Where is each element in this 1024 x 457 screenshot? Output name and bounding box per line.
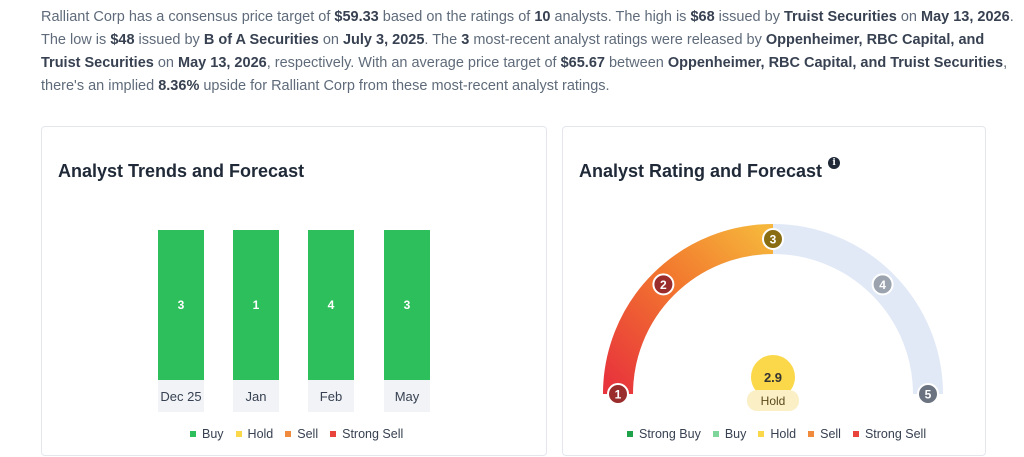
analyst-count: 10 <box>534 9 551 25</box>
legend-swatch <box>285 431 292 437</box>
gauge-marker-label: 5 <box>925 388 932 402</box>
low-target: $48 <box>110 32 135 48</box>
high-target: $68 <box>690 9 715 25</box>
rating-score-label: Hold <box>747 390 799 411</box>
bar-category-label: May <box>384 380 430 412</box>
legend-label: Sell <box>820 427 841 441</box>
summary-text: issued by <box>714 9 784 25</box>
legend-label: Hold <box>770 427 797 441</box>
bar-value-label: 4 <box>327 298 335 312</box>
legend-item: Hold <box>235 427 274 441</box>
legend-label: Buy <box>202 427 224 441</box>
rating-title-text: Analyst Rating and Forecast <box>579 161 823 181</box>
summary-text: , there's an implied <box>41 55 1008 94</box>
legend-swatch <box>190 431 196 437</box>
average-firms: Oppenheimer, RBC Capital, and Truist Sec… <box>667 55 1004 71</box>
trends-legend: Buy Hold Sell Strong Sell <box>190 427 403 441</box>
recent-count: 3 <box>461 32 470 48</box>
gauge-marker-label: 4 <box>879 278 886 292</box>
legend-swatch <box>627 431 633 437</box>
high-firm: Truist Securities <box>783 9 897 25</box>
average-target: $65.67 <box>560 55 605 71</box>
consensus-summary: Ralliant Corp has a consensus price targ… <box>41 6 1016 98</box>
legend-swatch <box>808 431 815 437</box>
gauge-marker <box>652 273 675 296</box>
recent-firms: Oppenheimer, RBC Capital, and Truist Sec… <box>41 32 985 71</box>
trends-title: Analyst Trends and Forecast <box>58 161 305 181</box>
summary-text: analysts. The high is <box>550 9 691 25</box>
legend-item: Strong Sell <box>330 427 403 441</box>
rating-title: Analyst Rating and Forecast i <box>579 157 841 182</box>
bar-category-label: Dec 25 <box>158 380 204 412</box>
summary-text: most-recent analyst ratings were release… <box>469 32 766 48</box>
legend-item: Hold <box>758 427 796 441</box>
summary-text: on <box>318 32 343 48</box>
summary-text: issued by <box>134 32 204 48</box>
bar-segment-buy[interactable]: 1 <box>233 230 279 380</box>
legend-label: Hold <box>247 427 274 441</box>
summary-text: based on the ratings of <box>378 9 535 25</box>
legend-swatch <box>330 431 337 437</box>
bar-category-label: Jan <box>233 380 279 412</box>
low-firm: B of A Securities <box>203 32 319 48</box>
bar-value-label: 3 <box>177 298 185 312</box>
legend-label: Strong Sell <box>864 427 927 441</box>
bar-segment-buy[interactable]: 4 <box>308 230 354 380</box>
summary-text: between <box>604 55 668 71</box>
analyst-trends-card: Analyst Trends and Forecast 3 Dec 25 1 Jan 4… <box>41 126 547 456</box>
summary-text: . The <box>424 32 462 48</box>
legend-item: Sell <box>285 427 318 441</box>
summary-text: . The low is <box>41 9 1014 48</box>
summary-text: , respectively. With an average price ta… <box>266 55 561 71</box>
high-date: May 13, 2026 <box>921 9 1010 25</box>
gauge-marker <box>917 383 939 405</box>
legend-label: Strong Sell <box>342 427 404 441</box>
recent-date: May 13, 2026 <box>178 55 267 71</box>
legend-item: Buy <box>712 427 747 441</box>
info-icon[interactable]: i <box>828 157 841 169</box>
legend-label: Sell <box>297 427 319 441</box>
gauge-marker <box>762 228 784 250</box>
legend-swatch <box>235 431 242 437</box>
legend-item: Strong Sell <box>852 427 927 441</box>
implied-upside: 8.36% <box>158 78 200 94</box>
legend-item: Strong Buy <box>627 427 701 441</box>
legend-swatch <box>712 431 719 437</box>
rating-legend: Strong Buy Buy Hold Sell Strong Sell <box>627 427 926 441</box>
legend-item: Buy <box>190 427 224 441</box>
consensus-price-target: $59.33 <box>334 9 379 25</box>
summary-text: on <box>896 9 921 25</box>
summary-text: upside for Ralliant Corp from these most… <box>199 78 610 94</box>
bar-value-label: 1 <box>252 298 260 312</box>
gauge-fill <box>603 224 774 395</box>
legend-label: Buy <box>724 427 747 441</box>
bar-segment-buy[interactable]: 3 <box>158 230 204 380</box>
gauge-marker-label: 1 <box>615 388 622 402</box>
bar-category-label: Feb <box>308 380 354 412</box>
legend-swatch <box>852 431 859 437</box>
gauge-marker-label: 2 <box>660 278 667 292</box>
bar-value-label: 3 <box>403 298 411 312</box>
legend-label: Strong Buy <box>639 427 701 441</box>
gauge-marker-label: 3 <box>770 233 777 247</box>
summary-text: on <box>153 55 179 71</box>
low-date: July 3, 2025 <box>342 32 425 48</box>
legend-item: Sell <box>808 427 841 441</box>
gauge-marker <box>871 273 894 296</box>
gauge-marker <box>607 383 629 405</box>
rating-gauge: 1 2 3 4 5 <box>603 224 943 405</box>
legend-swatch <box>758 431 765 437</box>
bar-segment-buy[interactable]: 3 <box>384 230 430 380</box>
summary-text: Ralliant Corp has a consensus price targ… <box>41 9 335 25</box>
